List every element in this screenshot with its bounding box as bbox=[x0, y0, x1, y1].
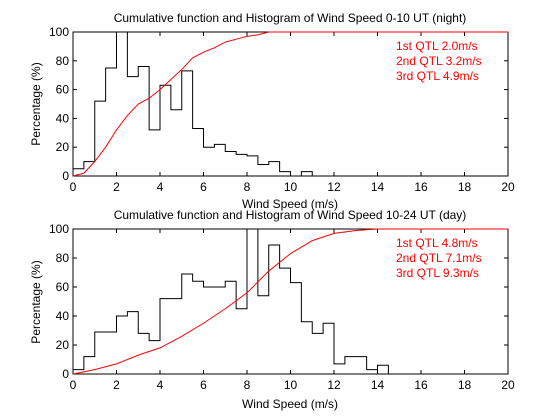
histogram-bar bbox=[378, 365, 389, 374]
cumulative-line bbox=[72, 31, 508, 177]
x-tick-label: 4 bbox=[157, 378, 164, 392]
histogram-bar bbox=[214, 287, 225, 374]
y-tick-label: 100 bbox=[49, 222, 69, 236]
histogram-bar bbox=[236, 309, 247, 374]
histogram-bar bbox=[236, 154, 247, 176]
x-tick-label: 8 bbox=[244, 378, 251, 392]
histogram-bar bbox=[214, 144, 225, 176]
cumulative-line bbox=[72, 228, 508, 375]
x-tick-label: 0 bbox=[70, 180, 77, 194]
histogram-bar bbox=[138, 67, 149, 176]
y-tick-label: 0 bbox=[62, 367, 69, 381]
top-chart-panel: Cumulative function and Histogram of Win… bbox=[29, 11, 515, 211]
x-tick-label: 16 bbox=[414, 378, 428, 392]
x-tick-label: 0 bbox=[70, 378, 77, 392]
x-tick-label: 8 bbox=[244, 180, 251, 194]
histogram-series bbox=[72, 228, 400, 375]
histogram-bar bbox=[204, 147, 215, 176]
x-tick-label: 4 bbox=[157, 180, 164, 194]
histogram-bar bbox=[301, 172, 312, 176]
histogram-bar bbox=[269, 162, 280, 176]
histogram-bar bbox=[171, 299, 182, 374]
y-tick-label: 0 bbox=[62, 169, 69, 183]
x-axis-label: Wind Speed (m/s) bbox=[242, 397, 338, 411]
x-tick-label: 14 bbox=[371, 180, 385, 194]
histogram-bar bbox=[269, 245, 280, 374]
histogram-bar bbox=[280, 268, 291, 374]
y-tick-label: 60 bbox=[56, 83, 70, 97]
histogram-bar bbox=[117, 316, 128, 374]
histogram-bar bbox=[149, 130, 160, 176]
histogram-bar bbox=[345, 357, 356, 374]
histogram-bar bbox=[356, 357, 367, 374]
histogram-bar bbox=[193, 281, 204, 374]
quartile-annotation: 3rd QTL 4.9m/s bbox=[396, 69, 479, 83]
y-tick-label: 100 bbox=[49, 25, 69, 39]
quartile-annotation: 3rd QTL 9.3m/s bbox=[396, 266, 479, 280]
histogram-bar bbox=[280, 172, 291, 176]
x-tick-label: 12 bbox=[327, 378, 341, 392]
histogram-bar bbox=[225, 152, 236, 176]
x-tick-label: 12 bbox=[327, 180, 341, 194]
x-tick-label: 2 bbox=[113, 180, 120, 194]
y-tick-label: 40 bbox=[56, 309, 70, 323]
y-tick-label: 80 bbox=[56, 251, 70, 265]
chart-title: Cumulative function and Histogram of Win… bbox=[114, 11, 467, 25]
quartile-annotation: 2nd QTL 7.1m/s bbox=[396, 251, 482, 265]
histogram-bar bbox=[247, 156, 258, 176]
histogram-bar bbox=[106, 332, 117, 374]
histogram-bar bbox=[127, 77, 138, 176]
histogram-bar bbox=[247, 229, 258, 374]
x-tick-label: 16 bbox=[414, 180, 428, 194]
histogram-bar bbox=[367, 370, 378, 374]
histogram-bar bbox=[127, 312, 138, 374]
histogram-bar bbox=[106, 68, 117, 176]
histogram-bar bbox=[334, 364, 345, 374]
histogram-bar bbox=[160, 85, 171, 176]
x-tick-label: 10 bbox=[284, 180, 298, 194]
histogram-bar bbox=[225, 281, 236, 374]
histogram-bar bbox=[323, 323, 334, 374]
histogram-bar bbox=[258, 164, 269, 176]
x-tick-label: 6 bbox=[200, 378, 207, 392]
histogram-bar bbox=[171, 110, 182, 176]
y-tick-label: 80 bbox=[56, 54, 70, 68]
x-tick-label: 18 bbox=[458, 378, 472, 392]
y-axis-label: Percentage (%) bbox=[29, 260, 43, 343]
histogram-bar bbox=[182, 71, 193, 176]
x-tick-label: 2 bbox=[113, 378, 120, 392]
quartile-annotation: 2nd QTL 3.2m/s bbox=[396, 54, 482, 68]
histogram-bar bbox=[291, 283, 302, 374]
x-tick-label: 20 bbox=[501, 180, 515, 194]
histogram-bar bbox=[95, 101, 106, 176]
histogram-bar bbox=[160, 299, 171, 374]
histogram-bar bbox=[301, 322, 312, 374]
bottom-chart-panel: Cumulative function and Histogram of Win… bbox=[29, 208, 515, 411]
x-tick-label: 6 bbox=[200, 180, 207, 194]
x-tick-label: 10 bbox=[284, 378, 298, 392]
histogram-bar bbox=[193, 128, 204, 176]
histogram-bar bbox=[182, 274, 193, 374]
quartile-annotation: 1st QTL 2.0m/s bbox=[396, 39, 478, 53]
x-tick-label: 18 bbox=[458, 180, 472, 194]
y-axis-label: Percentage (%) bbox=[29, 62, 43, 145]
x-tick-label: 20 bbox=[501, 378, 515, 392]
histogram-bar bbox=[258, 296, 269, 374]
y-tick-label: 20 bbox=[56, 338, 70, 352]
y-tick-label: 60 bbox=[56, 280, 70, 294]
chart-title: Cumulative function and Histogram of Win… bbox=[114, 208, 467, 222]
y-tick-label: 20 bbox=[56, 140, 70, 154]
histogram-series bbox=[72, 31, 313, 177]
histogram-bar bbox=[312, 333, 323, 374]
x-tick-label: 14 bbox=[371, 378, 385, 392]
quartile-annotation: 1st QTL 4.8m/s bbox=[396, 236, 478, 250]
x-axis-label: Wind Speed (m/s) bbox=[242, 197, 338, 211]
histogram-bar bbox=[204, 287, 215, 374]
histogram-bar bbox=[117, 32, 128, 176]
y-tick-label: 40 bbox=[56, 111, 70, 125]
histogram-bar bbox=[149, 341, 160, 374]
